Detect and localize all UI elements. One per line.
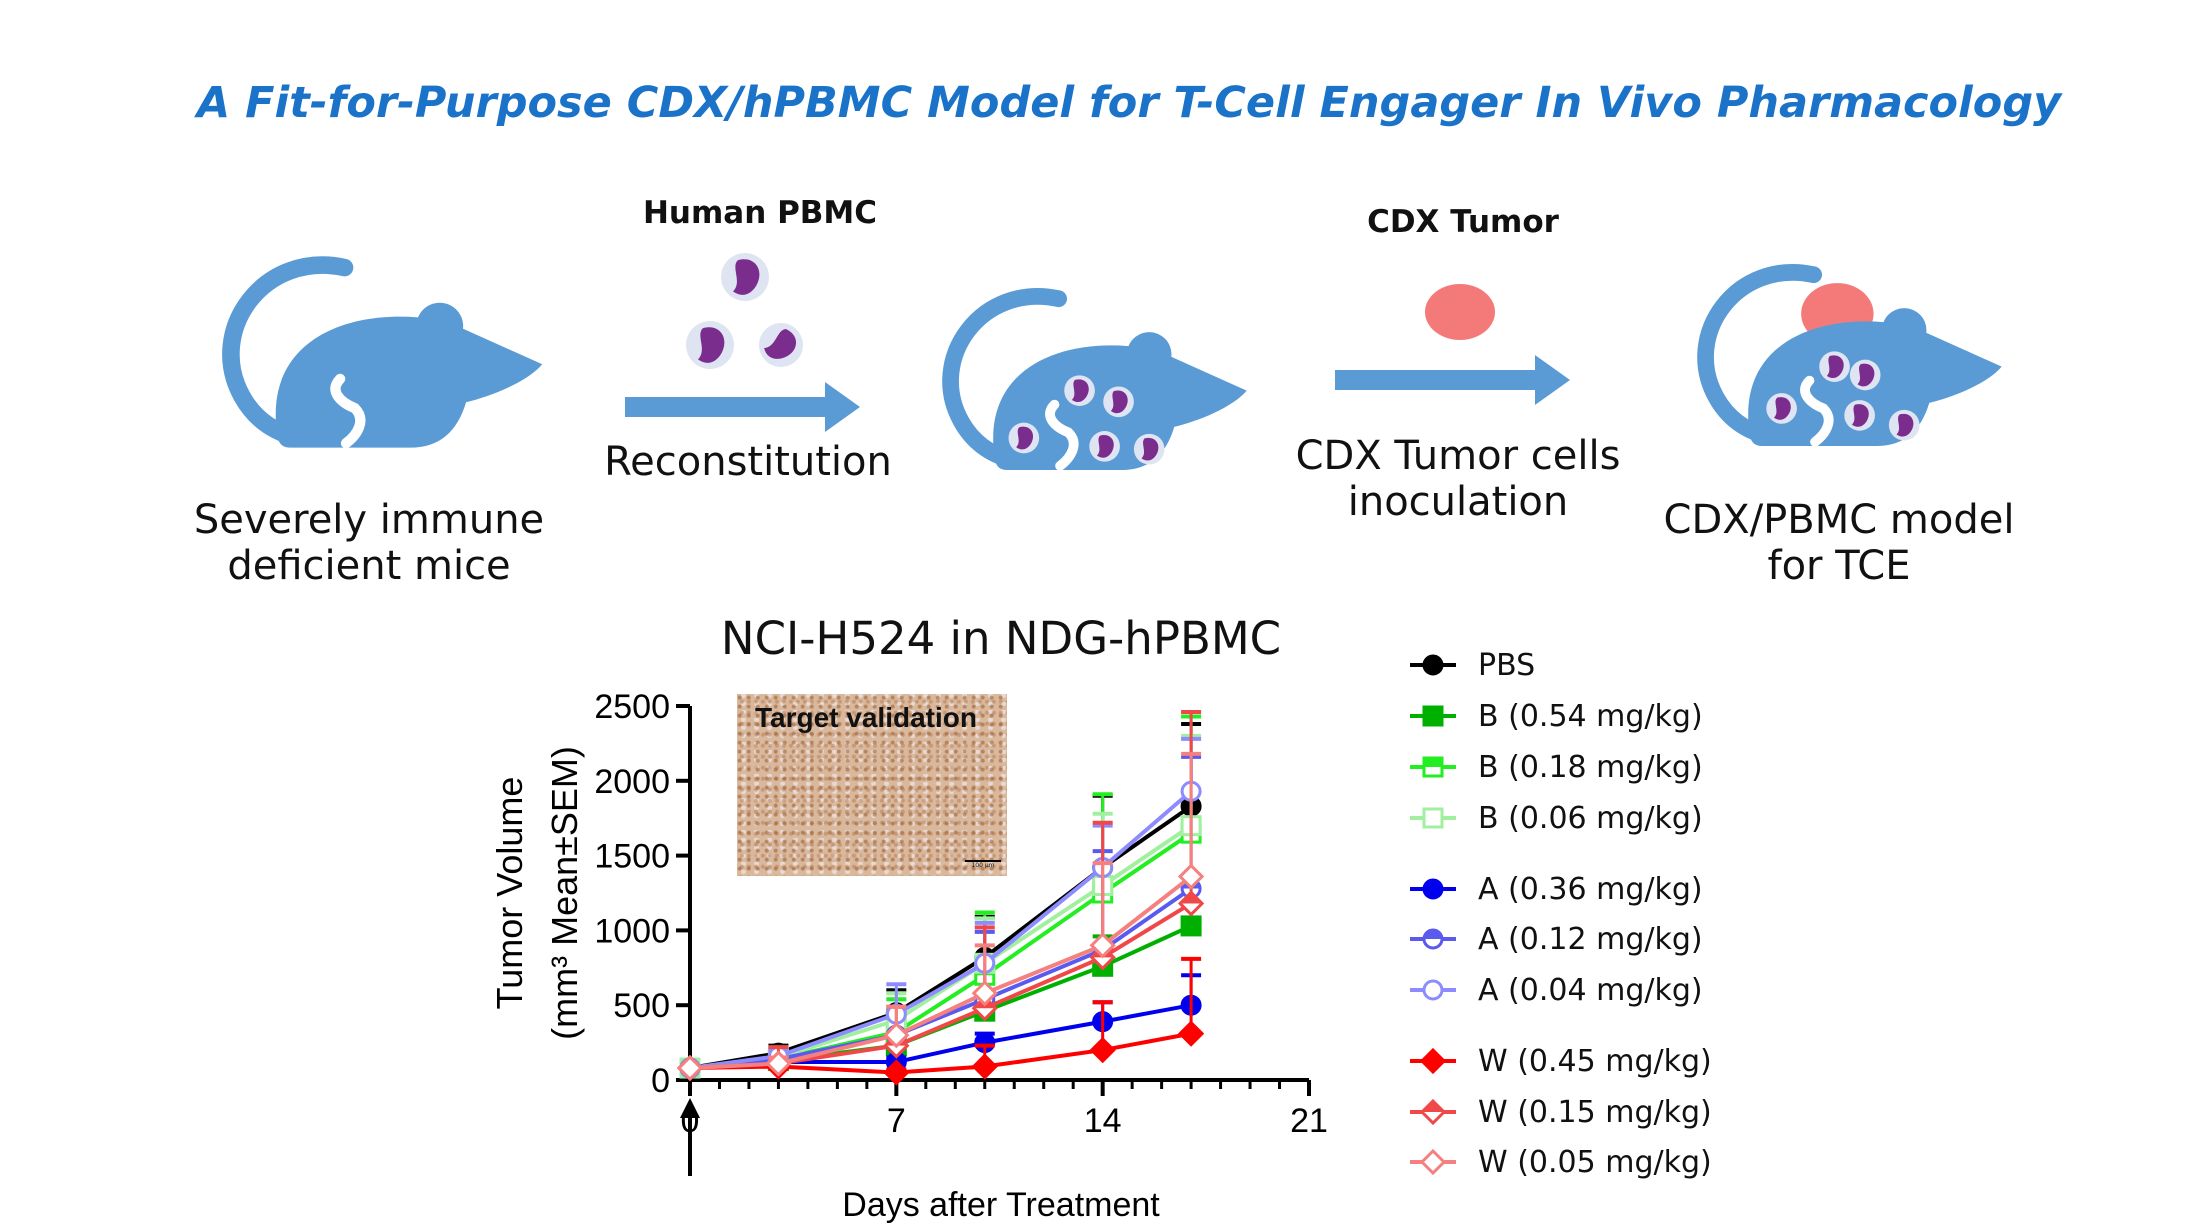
data-point bbox=[1177, 863, 1205, 890]
y-tick-label: 2000 bbox=[594, 763, 670, 801]
legend-marker-symbol bbox=[1419, 1098, 1447, 1126]
legend-label: A (0.36 mg/kg) bbox=[1478, 871, 1703, 907]
series-line bbox=[689, 1031, 1192, 1075]
legend-marker bbox=[1410, 878, 1456, 900]
data-point bbox=[971, 995, 998, 1022]
x-tick-label: 14 bbox=[1084, 1102, 1122, 1140]
human-pbmc-label: Human PBMC bbox=[642, 195, 878, 231]
data-point bbox=[1089, 1036, 1116, 1064]
reconstitution-caption: Reconstitution bbox=[604, 439, 892, 485]
legend-marker bbox=[1410, 1047, 1456, 1075]
legend-marker-symbol bbox=[1422, 979, 1444, 1001]
legend-marker-symbol bbox=[1422, 705, 1444, 727]
legend-marker bbox=[1410, 756, 1456, 778]
legend-marker bbox=[1410, 928, 1456, 950]
y-tick-label: 1000 bbox=[594, 912, 670, 950]
caption-line: for TCE bbox=[1767, 543, 1911, 589]
y-tick-label: 2500 bbox=[594, 688, 670, 726]
step1-caption: Severely immune deficient mice bbox=[194, 497, 544, 589]
legend-marker-symbol bbox=[1422, 928, 1444, 950]
legend-marker bbox=[1410, 654, 1456, 676]
cdx-pbmc-mouse-icon bbox=[1680, 258, 2010, 453]
series-line bbox=[689, 886, 1193, 1071]
y-axis-label: Tumor Volume bbox=[489, 777, 530, 1010]
caption-line: CDX Tumor cells bbox=[1295, 433, 1621, 479]
legend-item: W (0.45 mg/kg) bbox=[1410, 1041, 1712, 1081]
data-point bbox=[765, 1050, 792, 1077]
caption-line: Severely immune bbox=[193, 497, 545, 543]
legend-item: B (0.54 mg/kg) bbox=[1410, 696, 1703, 736]
caption-line: deficient mice bbox=[227, 543, 511, 589]
ihc-inset-image: Target validation 100 µm bbox=[737, 694, 1007, 876]
legend-item: A (0.12 mg/kg) bbox=[1410, 919, 1703, 959]
x-tick-label: 21 bbox=[1290, 1102, 1328, 1140]
x-tick-label: 7 bbox=[887, 1102, 906, 1140]
tumor-icon bbox=[1425, 284, 1495, 340]
legend-label: B (0.06 mg/kg) bbox=[1478, 800, 1703, 836]
legend-marker-symbol bbox=[1422, 807, 1444, 829]
y-tick-label: 0 bbox=[651, 1062, 670, 1100]
legend-marker-symbol bbox=[1422, 878, 1444, 900]
data-point bbox=[1177, 890, 1205, 917]
legend-item: PBS bbox=[1410, 645, 1535, 685]
legend-marker bbox=[1410, 979, 1456, 1001]
legend-marker-symbol bbox=[1419, 1148, 1447, 1176]
legend-item: A (0.36 mg/kg) bbox=[1410, 869, 1703, 909]
legend-label: W (0.15 mg/kg) bbox=[1478, 1094, 1712, 1130]
legend-item: B (0.06 mg/kg) bbox=[1410, 798, 1703, 838]
y-axis-label-units: (mm³ Mean±SEM) bbox=[544, 746, 585, 1040]
legend-label: B (0.54 mg/kg) bbox=[1478, 698, 1703, 734]
series-line bbox=[689, 789, 1193, 1071]
data-point bbox=[883, 1059, 910, 1086]
data-point bbox=[883, 1021, 910, 1049]
legend-label: PBS bbox=[1478, 647, 1536, 683]
data-point bbox=[1177, 1020, 1205, 1047]
legend-marker-symbol bbox=[1422, 756, 1444, 778]
legend-marker-symbol bbox=[1422, 654, 1444, 676]
step3-caption: CDX Tumor cells inoculation bbox=[1296, 433, 1621, 525]
inoculation-arrow-icon bbox=[1335, 355, 1570, 405]
data-point bbox=[971, 980, 998, 1007]
legend-label: W (0.45 mg/kg) bbox=[1478, 1043, 1712, 1079]
legend-label: A (0.04 mg/kg) bbox=[1478, 972, 1703, 1008]
data-point bbox=[676, 1054, 704, 1082]
legend-item: W (0.15 mg/kg) bbox=[1410, 1092, 1712, 1132]
legend-label: A (0.12 mg/kg) bbox=[1478, 921, 1703, 957]
legend-label: B (0.18 mg/kg) bbox=[1478, 749, 1703, 785]
data-point bbox=[1089, 932, 1116, 959]
legend-item: B (0.18 mg/kg) bbox=[1410, 747, 1703, 787]
y-tick-label: 500 bbox=[613, 987, 670, 1025]
scale-bar: 100 µm bbox=[965, 860, 1001, 870]
legend-marker bbox=[1410, 705, 1456, 727]
caption-line: inoculation bbox=[1347, 479, 1569, 525]
legend-marker bbox=[1410, 1098, 1456, 1126]
series-line bbox=[689, 874, 1193, 1071]
cdx-tumor-label: CDX Tumor bbox=[1367, 204, 1559, 240]
y-tick-label: 1500 bbox=[594, 838, 670, 876]
step4-caption: CDX/PBMC model for TCE bbox=[1664, 497, 2015, 589]
legend-item: A (0.04 mg/kg) bbox=[1410, 970, 1703, 1010]
x-axis-label: Days after Treatment bbox=[842, 1186, 1160, 1224]
reconstitution-arrow-icon bbox=[625, 382, 860, 432]
legend-marker bbox=[1410, 807, 1456, 829]
data-point bbox=[1180, 915, 1202, 937]
caption-line: CDX/PBMC model bbox=[1663, 497, 2015, 543]
legend-marker bbox=[1410, 1148, 1456, 1176]
data-point bbox=[971, 1053, 998, 1080]
page-title: A Fit-for-Purpose CDX/hPBMC Model for T-… bbox=[196, 78, 2062, 128]
chart-title: NCI-H524 in NDG-hPBMC bbox=[720, 612, 1282, 665]
legend-label: W (0.05 mg/kg) bbox=[1478, 1144, 1712, 1180]
legend-item: W (0.05 mg/kg) bbox=[1410, 1142, 1712, 1182]
legend-marker-symbol bbox=[1419, 1047, 1447, 1075]
inset-label: Target validation bbox=[755, 702, 977, 733]
treatment-arrow-head bbox=[680, 1098, 700, 1118]
